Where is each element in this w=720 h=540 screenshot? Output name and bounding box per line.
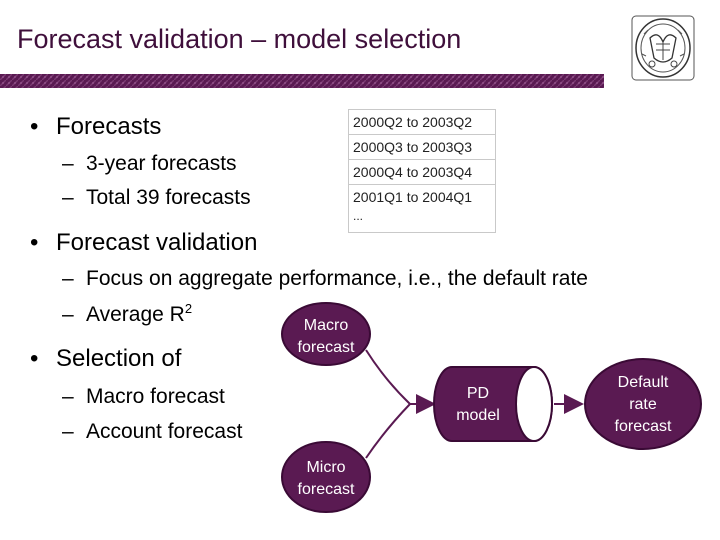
table-more-ellipsis: ...: [353, 209, 364, 223]
subbullet-focus: – Focus on aggregate performance, i.e., t…: [62, 267, 588, 291]
dash: –: [62, 303, 74, 326]
dash: –: [62, 420, 74, 443]
bullet-dot: •: [30, 229, 39, 256]
default-label-line1: Default: [618, 374, 669, 391]
micro-forecast-node: Micro forecast: [281, 441, 371, 513]
bullet-selection-text: Selection of: [56, 345, 182, 372]
pd-label-line1: PD: [467, 385, 489, 402]
pd-model-cylinder: PD model: [433, 366, 553, 442]
macro-label-line1: Macro: [304, 317, 349, 334]
dash: –: [62, 186, 74, 209]
title-decorative-band: [0, 74, 604, 88]
subbullet-r2: – Average R2: [62, 301, 193, 327]
subbullet-macro: – Macro forecast: [62, 385, 225, 409]
subbullet-r2-text: Average R: [86, 303, 185, 326]
default-label-line3: forecast: [615, 418, 672, 435]
superscript-2: 2: [184, 301, 193, 316]
default-label-line2: rate: [629, 396, 657, 413]
university-seal-logo: [631, 15, 695, 81]
subbullet-total: – Total 39 forecasts: [62, 186, 251, 210]
page-title: Forecast validation – model selection: [17, 24, 462, 54]
macro-connector-line: [365, 349, 411, 405]
micro-label-line2: forecast: [298, 481, 355, 498]
pd-label-line2: model: [456, 407, 500, 424]
micro-label-line1: Micro: [306, 459, 345, 476]
dash: –: [62, 267, 74, 290]
table-row: 2000Q4 to 2003Q4: [349, 160, 495, 185]
bullet-validation-text: Forecast validation: [56, 229, 258, 256]
table-row: 2000Q2 to 2003Q2: [349, 110, 495, 135]
bullet-validation: • Forecast validation: [30, 229, 257, 257]
subbullet-3-year-text: 3-year forecasts: [86, 152, 237, 175]
subbullet-macro-text: Macro forecast: [86, 385, 225, 408]
forecast-window-table: 2000Q2 to 2003Q2 2000Q3 to 2003Q3 2000Q4…: [348, 109, 496, 233]
subbullet-focus-text: Focus on aggregate performance, i.e., th…: [86, 267, 588, 290]
bullet-dot: •: [30, 113, 39, 140]
subbullet-total-text: Total 39 forecasts: [86, 186, 251, 209]
subbullet-account: – Account forecast: [62, 420, 242, 444]
bullet-dot: •: [30, 345, 39, 372]
bullet-forecasts-text: Forecasts: [56, 113, 162, 140]
macro-forecast-node: Macro forecast: [281, 302, 371, 366]
dash: –: [62, 385, 74, 408]
dash: –: [62, 152, 74, 175]
subbullet-account-text: Account forecast: [86, 420, 243, 443]
table-row: 2001Q1 to 2004Q1: [353, 189, 473, 205]
bullet-forecasts: • Forecasts: [30, 113, 161, 141]
subbullet-3-year: –3-year forecasts: [62, 152, 237, 176]
default-rate-forecast-node: Default rate forecast: [584, 358, 702, 450]
bullet-selection: • Selection of: [30, 345, 181, 373]
micro-connector-line: [365, 403, 411, 459]
table-row: 2000Q3 to 2003Q3: [349, 135, 495, 160]
macro-label-line2: forecast: [298, 339, 355, 356]
